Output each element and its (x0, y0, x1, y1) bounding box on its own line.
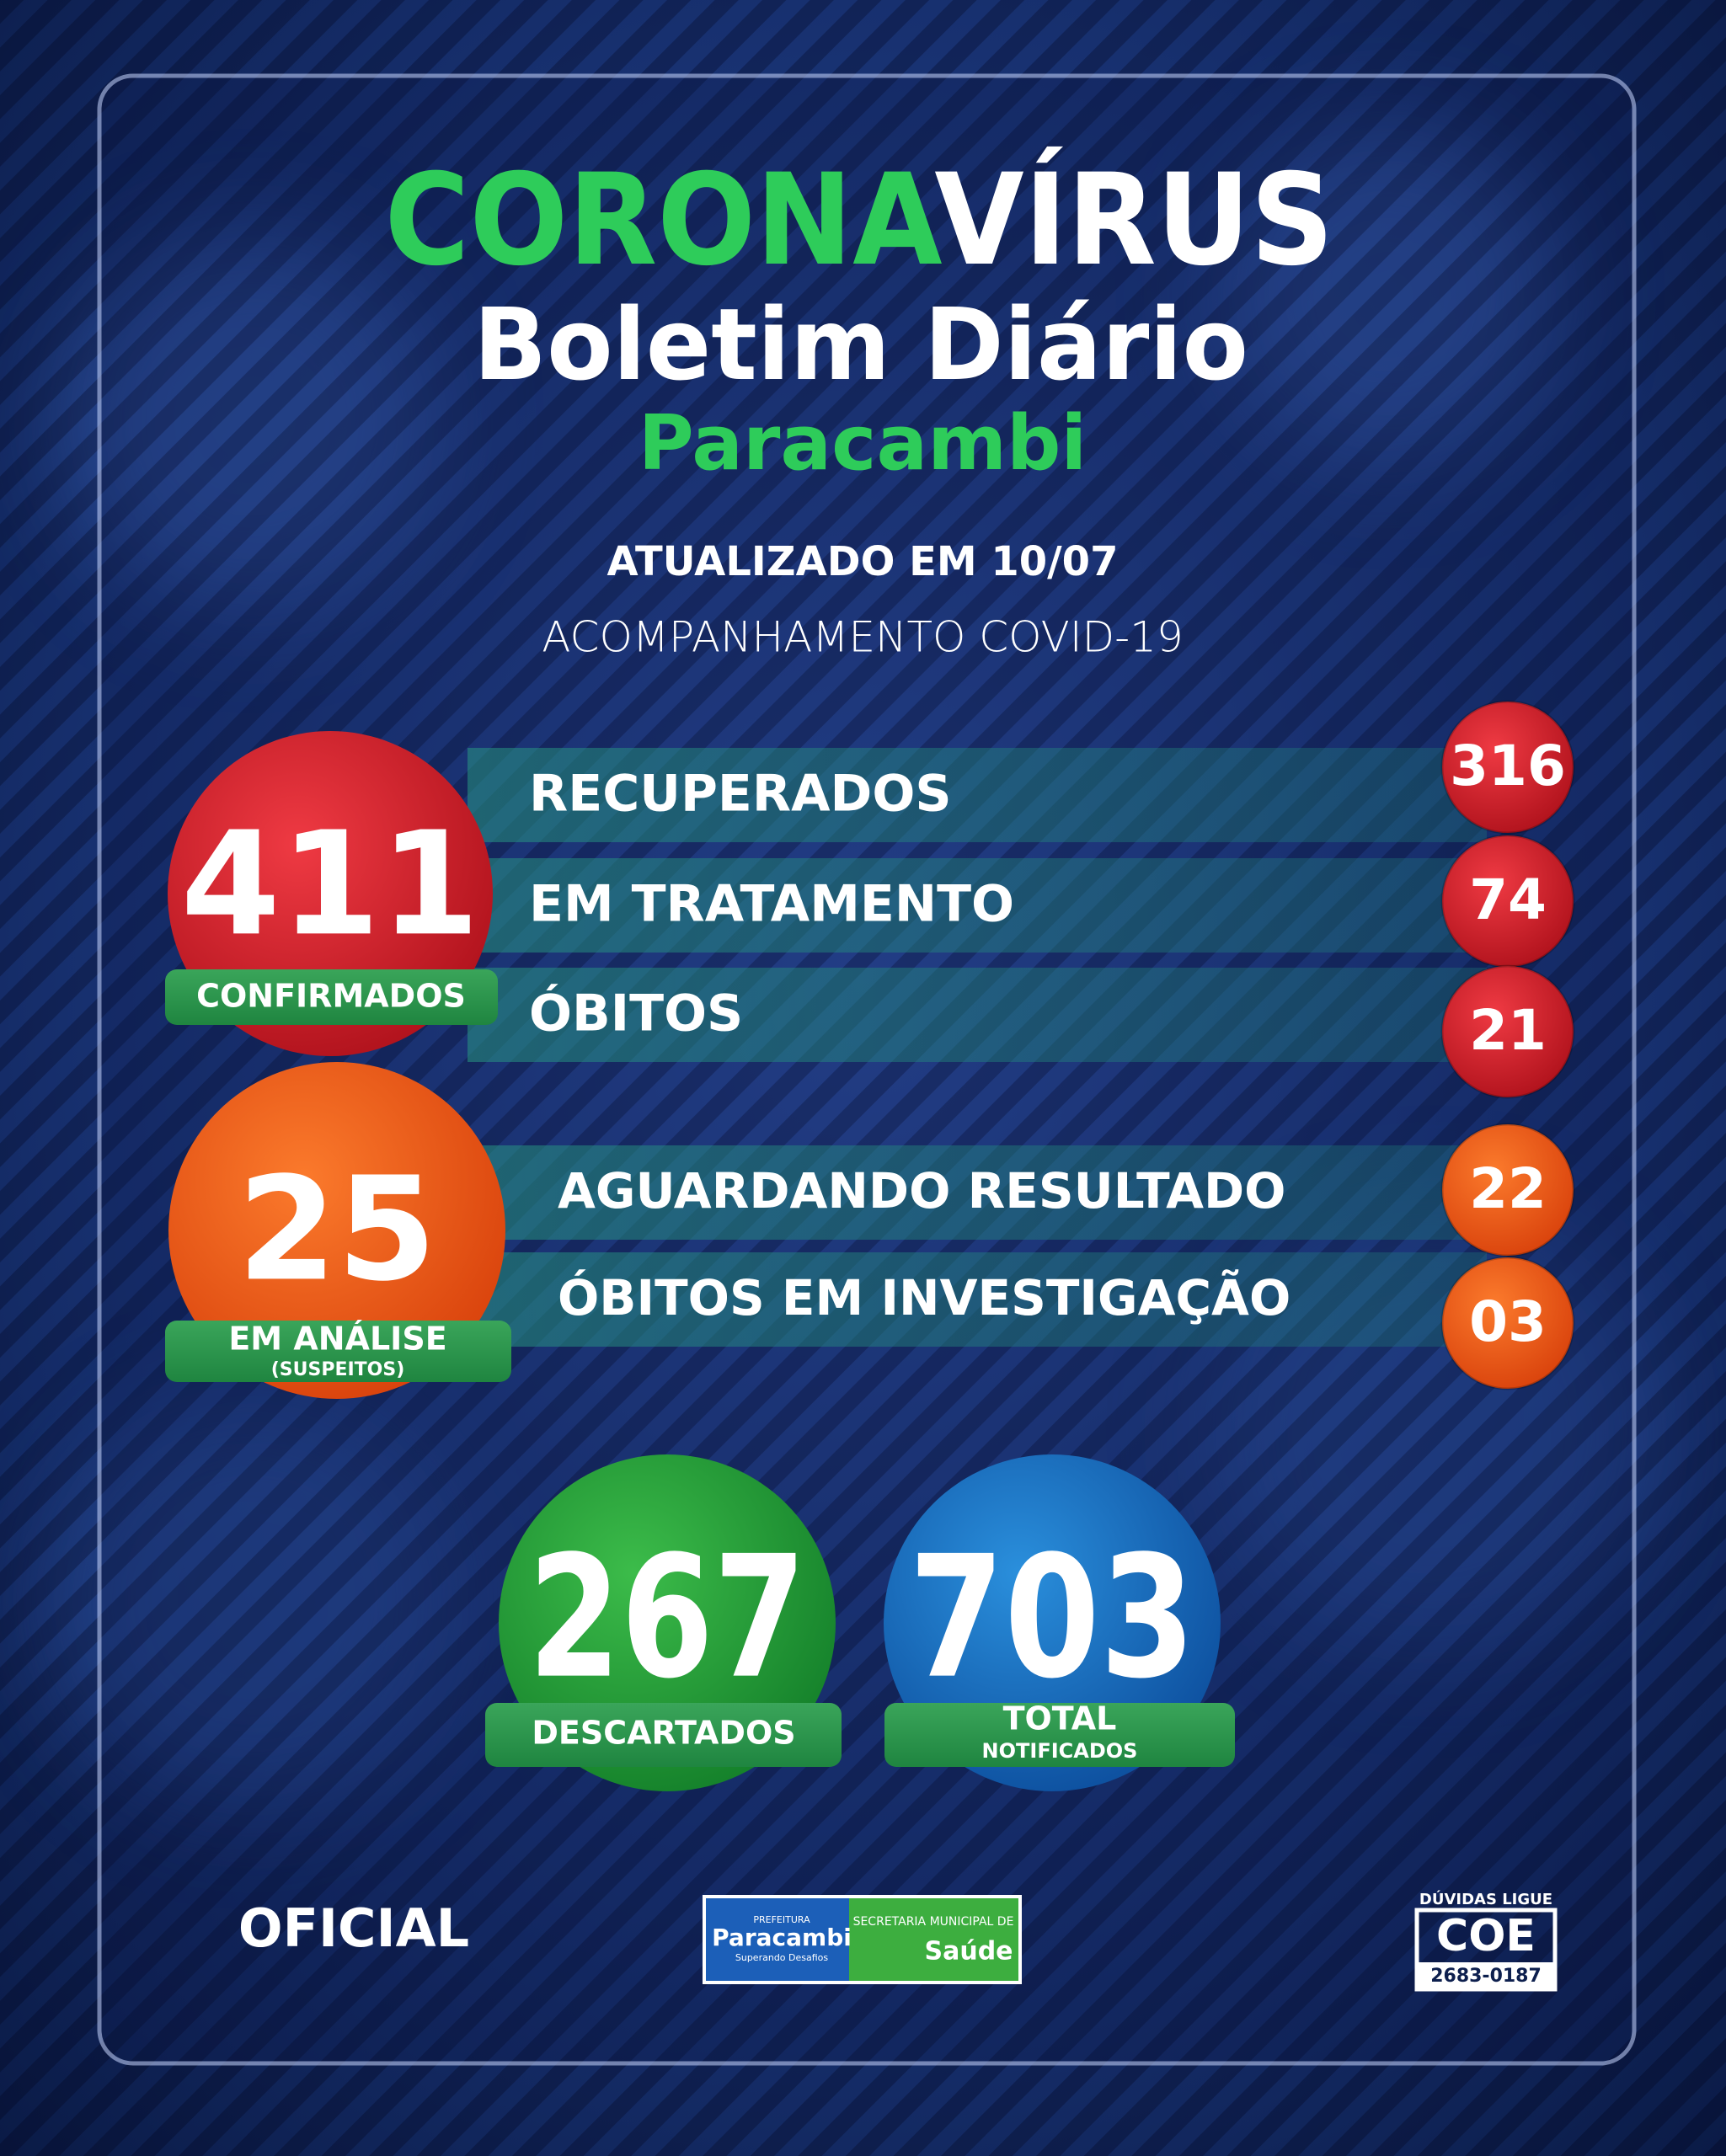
row-bar (468, 1252, 1487, 1347)
frame (97, 73, 1637, 2066)
discarded-label: DESCARTADOS (532, 1715, 795, 1752)
logo: PREFEITURA Paracambi Superando Desafios … (703, 1895, 1022, 1984)
contact: DÚVIDAS LIGUE COE 2683-0187 (1414, 1890, 1558, 1992)
contact-ask: DÚVIDAS LIGUE (1419, 1890, 1552, 1908)
row-circle (1440, 1123, 1575, 1257)
row-label: RECUPERADOS (529, 765, 952, 824)
discarded-value: 267 (528, 1520, 806, 1716)
city: Paracambi (639, 399, 1087, 488)
row-bar (468, 858, 1487, 953)
logo-saude: Saúde (924, 1937, 1013, 1967)
confirmed-value: 411 (181, 801, 480, 968)
row-circle (1440, 964, 1575, 1099)
total-sublabel: NOTIFICADOS (982, 1739, 1138, 1763)
total-value: 703 (909, 1520, 1195, 1716)
row-value: 74 (1469, 867, 1547, 932)
official: OFICIAL (238, 1897, 469, 1959)
logo-tagline: Superando Desafios (735, 1952, 829, 1963)
row-value: 316 (1450, 734, 1566, 798)
contact-phone: 2683-0187 (1430, 1966, 1542, 1987)
row-value: 21 (1469, 998, 1547, 1063)
row-circle (1440, 1256, 1575, 1390)
rows: RECUPERADOS 316 EM TRATAMENTO 74 ÓBITOS 21 AGU… (468, 700, 1575, 1390)
analysis-sublabel: (SUSPEITOS) (271, 1359, 405, 1380)
logo-secretaria: SECRETARIA MUNICIPAL DE (853, 1915, 1014, 1929)
discarded-pill (485, 1703, 842, 1767)
analysis-circle (168, 1062, 505, 1399)
title-part: CORONA (385, 147, 943, 294)
row-label: ÓBITOS (529, 984, 743, 1043)
logo-right (849, 1898, 1018, 1981)
subtitle: Boletim Diário (473, 286, 1248, 403)
confirmed-pill (165, 969, 498, 1025)
analysis-pill (165, 1321, 511, 1382)
row-bar (468, 1145, 1487, 1240)
row-value: 03 (1469, 1289, 1547, 1354)
total-pill (884, 1703, 1235, 1767)
row-value: 22 (1469, 1156, 1547, 1221)
title-part: VÍRUS (934, 147, 1333, 294)
row-circle (1440, 700, 1575, 835)
row-bar (468, 968, 1487, 1062)
logo-name: Paracambi (712, 1924, 852, 1951)
analysis-label: EM ANÁLISE (228, 1321, 446, 1358)
row-bar (468, 748, 1487, 842)
title: CORONAVÍRUS (385, 147, 1334, 294)
updated: ATUALIZADO EM 10/07 (607, 538, 1119, 585)
total-label: TOTAL (1003, 1700, 1117, 1737)
row-label: EM TRATAMENTO (529, 875, 1014, 934)
row-label: ÓBITOS EM INVESTIGAÇÃO (558, 1268, 1290, 1326)
tracking: ACOMPANHAMENTO COVID-19 (542, 613, 1184, 662)
confirmed-label: CONFIRMADOS (196, 978, 466, 1015)
row-label: AGUARDANDO RESULTADO (558, 1162, 1285, 1219)
contact-name: COE (1436, 1911, 1536, 1961)
logo-left (706, 1898, 849, 1981)
contact-phone-bg (1417, 1962, 1555, 1989)
logo-prefeitura: PREFEITURA (753, 1914, 810, 1925)
analysis-value: 25 (238, 1146, 437, 1313)
